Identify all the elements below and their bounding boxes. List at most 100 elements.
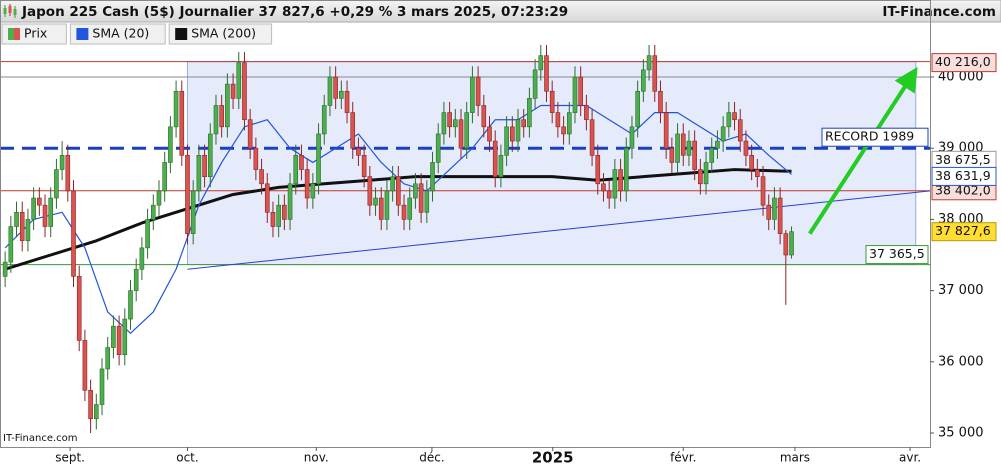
candle-body [150,204,156,220]
candle-body [698,169,703,185]
legend-swatch [76,28,89,40]
candle-body [344,90,350,113]
candle-body [618,169,623,192]
level-note-box [821,127,929,147]
candle-body [116,325,122,355]
candle-body [766,204,772,220]
candle-body [59,155,65,170]
candle-body [680,133,686,156]
header-bar [0,0,1001,23]
candle-body [549,90,555,113]
candle-body [185,155,190,234]
candle-body [190,190,196,234]
candle-body [749,155,754,170]
candle-body [2,261,8,277]
candle-body [378,197,384,220]
watermark: IT-Finance.com [3,433,78,444]
legend-item [69,23,166,45]
candle-body [487,126,492,142]
level-label-box [931,53,997,73]
candle-body [396,176,401,206]
candle-body [82,340,88,391]
candle-body [316,133,321,185]
candle-body [578,76,583,106]
legend-swatch [14,28,20,40]
candle-body [42,204,48,227]
candle-body [122,318,128,355]
candle-body [566,112,572,135]
candle-body [270,211,276,227]
candle-body [48,197,54,227]
candle-body [532,69,538,99]
x-tick-label: nov. [304,451,329,465]
candle-body [37,197,42,206]
chart-title: Japon 225 Cash (5$) Journalier 37 827,6 … [21,4,568,20]
candle-body [76,276,82,341]
candle-body [310,183,316,199]
candle-body [470,76,475,113]
candle-body [504,126,509,156]
candle-body [481,105,487,128]
candle-body [259,169,264,185]
candle-body [99,368,105,405]
candle-body [561,126,566,135]
level-label: 37 365,5 [869,246,925,261]
candle-body [384,190,390,220]
last-price-box [931,222,997,242]
candle-body [168,126,173,163]
sma-last-box [931,166,997,186]
candle-body [612,169,618,199]
candle-body [264,183,270,213]
candle-body [282,204,287,220]
candle-body [356,147,361,156]
candle-body [54,169,59,199]
candle-body [720,126,726,142]
candle-body [755,169,760,177]
candle-body [65,155,71,192]
y-tick-label: 40 000 [938,70,984,85]
candle-body [401,204,407,220]
candle-body [213,105,219,135]
candle-body [413,183,418,199]
candle-body [14,211,19,227]
candle-body [321,105,327,135]
candle-body [31,197,36,220]
x-tick-label: déc. [419,451,444,465]
candle-body [253,147,259,170]
candle-body [373,197,378,206]
candle-body [139,247,145,270]
candle-body [527,98,532,128]
legend-swatch [8,28,14,40]
trendline [187,190,931,270]
candle-body [367,176,373,206]
candle-body [230,83,236,99]
candle-body [715,140,720,149]
candle-body [247,119,253,149]
arrow [808,66,918,235]
candle-body [133,268,139,291]
candle-body [509,126,515,142]
legend-item [168,23,273,45]
level-label: 38 402,0 [935,182,991,197]
candle-body [447,112,452,128]
candle-body [515,119,521,142]
candle-body [207,133,213,177]
candle-body [94,404,99,420]
candle-body [726,112,732,128]
x-tick-label: févr. [670,451,696,465]
candle-body [692,140,697,170]
candle-body [105,347,111,370]
candle-body [173,90,179,128]
candle-body [71,190,76,277]
candle-body [606,190,612,199]
candle-body [390,176,395,192]
candle-body [8,226,14,263]
candle-body [669,147,675,163]
candle-body [464,112,470,149]
x-tick-label: avr. [899,451,921,465]
candle-body [435,133,441,163]
x-tick-label: sept. [55,451,85,465]
header-icon [3,4,17,18]
